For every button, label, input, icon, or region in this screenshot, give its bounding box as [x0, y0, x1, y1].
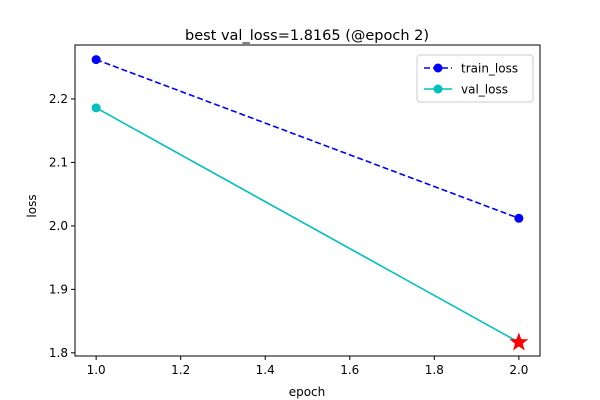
- y-tick-label: 2.1: [49, 155, 68, 169]
- x-tick-label: 1.8: [425, 363, 444, 377]
- best-epoch-star: [509, 332, 529, 351]
- x-axis: 1.0 1.2 1.4 1.6 1.8 2.0: [87, 356, 528, 377]
- y-tick-label: 2.2: [49, 92, 68, 106]
- y-tick-label: 2.0: [49, 219, 68, 233]
- legend-label-train_loss: train_loss: [461, 62, 518, 76]
- y-tick-label: 1.9: [49, 282, 68, 296]
- x-axis-label: epoch: [289, 385, 326, 399]
- series-line-val_loss: [95, 107, 520, 344]
- series-line-train_loss: [95, 58, 520, 220]
- x-tick-label: 2.0: [509, 363, 528, 377]
- x-tick-label: 1.0: [87, 363, 106, 377]
- legend-box: [416, 54, 534, 103]
- series-point-train_loss: [91, 55, 101, 65]
- plot-area: [74, 44, 541, 357]
- y-axis-label: loss: [25, 194, 39, 217]
- legend-label-val_loss: val_loss: [461, 83, 508, 97]
- series-point-train_loss: [514, 213, 524, 223]
- y-tick-label: 1.8: [49, 346, 68, 360]
- x-tick-label: 1.6: [340, 363, 359, 377]
- legend-marker-val_loss: [433, 84, 443, 94]
- y-axis: 1.8 1.9 2.0 2.1 2.2: [49, 92, 75, 360]
- axes-frame: [74, 44, 541, 357]
- chart-title: best val_loss=1.8165 (@epoch 2): [185, 28, 429, 44]
- legend-marker-train_loss: [433, 63, 443, 73]
- legend: train_loss val_loss: [416, 54, 534, 103]
- x-tick-label: 1.4: [256, 363, 275, 377]
- x-tick-label: 1.2: [171, 363, 190, 377]
- series-point-val_loss: [91, 103, 101, 113]
